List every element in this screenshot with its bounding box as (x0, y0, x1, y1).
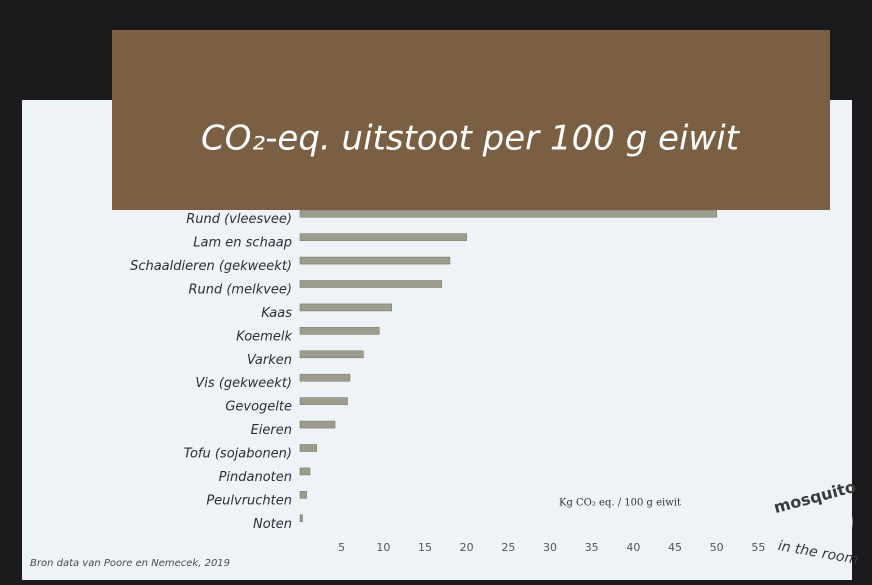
x-tick-label: 5 (338, 541, 345, 554)
x-tick-label: 20 (460, 541, 474, 554)
bar (300, 327, 379, 334)
bar (300, 421, 335, 428)
bar (300, 210, 717, 217)
x-tick-label: 55 (751, 541, 765, 554)
x-axis-label: Kg CO₂ eq. / 100 g eiwit (559, 498, 681, 509)
bar (300, 491, 307, 498)
x-tick-label: 35 (585, 541, 599, 554)
y-tick-label: Rund (vleesvee) (186, 212, 292, 227)
y-tick-label: Vis (gekweekt) (195, 376, 292, 391)
x-tick-label: 15 (418, 541, 432, 554)
chart: CO₂-eq. uitstoot per 100 g eiwit Kg CO₂ … (0, 0, 872, 585)
bar (300, 445, 317, 452)
x-tick-label: 45 (668, 541, 682, 554)
y-tick-label: Pindanoten (219, 470, 292, 485)
x-tick-label: 30 (543, 541, 557, 554)
y-tick-label: Rund (melkvee) (188, 283, 292, 298)
x-tick-label: 25 (501, 541, 515, 554)
y-tick-label: Schaaldieren (gekweekt) (130, 259, 292, 274)
x-tick-label: 50 (710, 541, 724, 554)
bar (300, 281, 442, 288)
y-tick-label: Noten (253, 517, 292, 532)
bar (300, 374, 350, 381)
y-tick-label: Eieren (251, 423, 292, 438)
source: Bron data van Poore en Nemecek, 2019 (30, 558, 230, 569)
page: {"chart_data": {"type": "barh", "title":… (0, 0, 872, 585)
y-tick-label: Lam en schaap (193, 236, 292, 251)
y-tick-label: Tofu (sojabonen) (184, 447, 292, 462)
y-tick-label: Varken (247, 353, 292, 368)
y-tick-label: Peulvruchten (206, 493, 292, 508)
bar (300, 398, 348, 405)
bar (300, 257, 450, 264)
y-tick-label: Koemelk (236, 329, 292, 344)
bar (300, 304, 392, 311)
y-tick-label: Gevogelte (225, 400, 292, 415)
chart-title: CO₂-eq. uitstoot per 100 g eiwit (201, 119, 741, 159)
bar (300, 515, 303, 522)
x-tick-label: 10 (376, 541, 390, 554)
bar (300, 468, 310, 475)
x-tick-label: 40 (626, 541, 640, 554)
y-tick-label: Kaas (261, 306, 292, 321)
bar (300, 351, 363, 358)
bar (300, 234, 467, 241)
